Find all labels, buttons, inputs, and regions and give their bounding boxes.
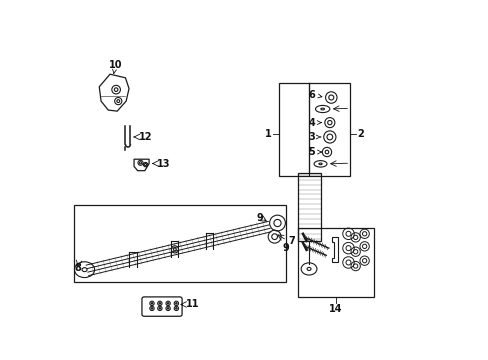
Bar bbox=[298, 228, 373, 297]
Bar bbox=[278, 83, 349, 176]
Bar bbox=[74, 205, 285, 282]
Text: 14: 14 bbox=[328, 305, 342, 314]
Text: 1: 1 bbox=[264, 130, 271, 139]
Text: 6: 6 bbox=[308, 90, 321, 100]
Text: 10: 10 bbox=[108, 60, 122, 73]
Text: 9: 9 bbox=[256, 213, 263, 223]
Text: 3: 3 bbox=[308, 132, 320, 142]
Text: 5: 5 bbox=[308, 147, 321, 157]
Text: 8: 8 bbox=[74, 263, 81, 273]
Text: 11: 11 bbox=[185, 300, 199, 310]
Text: 2: 2 bbox=[357, 130, 364, 139]
Text: 9: 9 bbox=[282, 243, 289, 253]
Bar bbox=[297, 173, 320, 241]
Text: 12: 12 bbox=[139, 132, 152, 142]
Text: 4: 4 bbox=[308, 118, 321, 128]
Text: 13: 13 bbox=[157, 158, 170, 168]
Text: 7: 7 bbox=[287, 236, 294, 246]
